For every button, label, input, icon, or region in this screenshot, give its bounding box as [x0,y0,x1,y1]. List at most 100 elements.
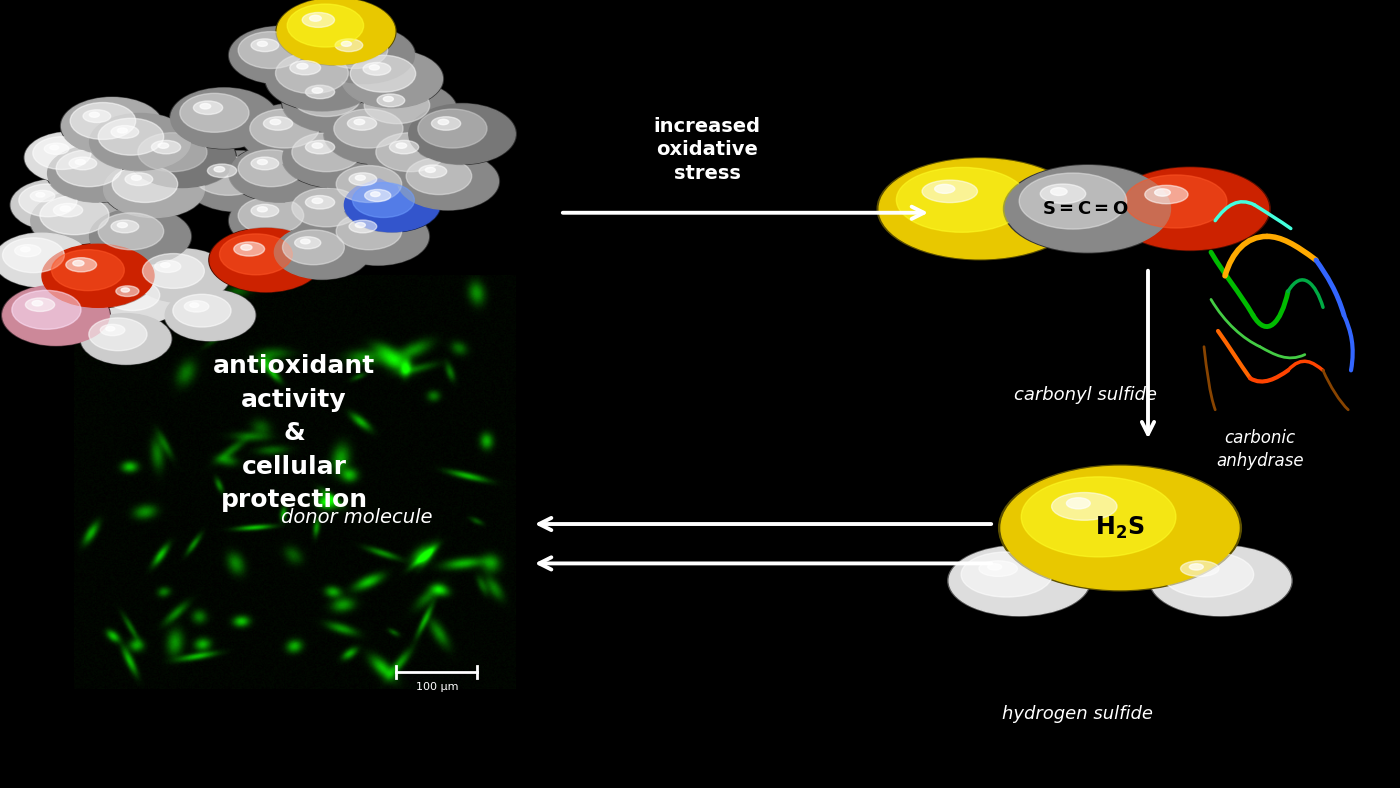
Ellipse shape [1050,188,1067,195]
Ellipse shape [1112,168,1268,250]
Ellipse shape [48,145,148,202]
Ellipse shape [238,197,304,234]
Ellipse shape [1145,185,1189,204]
Ellipse shape [60,206,70,211]
Ellipse shape [988,563,1002,570]
Ellipse shape [312,198,323,203]
Ellipse shape [209,228,323,292]
Ellipse shape [1040,184,1086,203]
Ellipse shape [69,157,97,170]
Ellipse shape [356,222,365,228]
Ellipse shape [347,117,377,130]
Ellipse shape [276,53,349,94]
Text: antioxidant
activity
&
cellular
protection: antioxidant activity & cellular protecti… [213,355,375,512]
Ellipse shape [45,143,69,154]
Ellipse shape [998,465,1242,591]
Ellipse shape [312,26,416,84]
Ellipse shape [11,180,101,230]
Ellipse shape [228,144,332,203]
Ellipse shape [328,161,428,217]
Ellipse shape [31,191,137,251]
Ellipse shape [76,159,85,165]
Ellipse shape [116,286,139,296]
Ellipse shape [328,208,428,265]
Ellipse shape [281,127,391,188]
Ellipse shape [66,258,97,272]
Ellipse shape [158,143,168,148]
Ellipse shape [322,32,388,69]
Ellipse shape [302,13,335,28]
Ellipse shape [249,109,319,148]
Ellipse shape [230,145,330,202]
Ellipse shape [228,26,332,84]
Ellipse shape [949,546,1089,615]
Ellipse shape [62,98,162,154]
Ellipse shape [118,222,127,228]
Ellipse shape [283,183,389,243]
Ellipse shape [294,236,321,249]
Ellipse shape [336,213,402,250]
Ellipse shape [73,260,84,266]
Ellipse shape [90,113,190,170]
Ellipse shape [88,207,192,266]
Ellipse shape [1180,561,1219,577]
Ellipse shape [104,161,204,217]
Ellipse shape [325,104,431,164]
Ellipse shape [41,243,155,308]
Ellipse shape [305,85,335,98]
Ellipse shape [241,244,252,251]
Ellipse shape [312,87,323,93]
Ellipse shape [42,244,154,307]
Ellipse shape [283,72,389,132]
Ellipse shape [101,325,125,336]
Ellipse shape [287,4,364,47]
Ellipse shape [297,63,308,69]
Ellipse shape [125,173,153,186]
Ellipse shape [151,140,181,154]
Ellipse shape [344,178,440,232]
Ellipse shape [241,104,347,164]
Ellipse shape [172,294,231,327]
Ellipse shape [239,103,349,165]
Ellipse shape [406,158,472,195]
Ellipse shape [291,77,361,117]
Ellipse shape [962,552,1053,597]
Ellipse shape [97,275,183,324]
Ellipse shape [349,173,377,186]
Ellipse shape [102,160,206,218]
Ellipse shape [143,254,204,288]
Ellipse shape [251,39,279,52]
Ellipse shape [309,15,322,21]
Ellipse shape [1149,545,1292,616]
Text: carbonyl sulfide: carbonyl sulfide [1014,386,1156,404]
Ellipse shape [161,262,171,267]
Ellipse shape [214,166,224,172]
Text: 100 μm: 100 μm [416,682,458,692]
Ellipse shape [1162,552,1254,597]
Ellipse shape [46,144,150,203]
Ellipse shape [228,191,332,250]
Ellipse shape [350,55,416,92]
Ellipse shape [353,183,414,217]
Ellipse shape [314,27,414,84]
Ellipse shape [1019,173,1127,229]
Ellipse shape [190,303,199,307]
Ellipse shape [291,188,361,227]
Ellipse shape [171,88,277,148]
Ellipse shape [426,167,435,173]
Ellipse shape [326,207,430,266]
Ellipse shape [1155,189,1170,196]
Ellipse shape [354,81,458,139]
Ellipse shape [14,244,41,257]
Ellipse shape [122,288,129,292]
Ellipse shape [396,143,407,148]
Ellipse shape [878,158,1082,260]
Ellipse shape [81,314,171,364]
Ellipse shape [935,184,955,193]
Ellipse shape [169,87,279,149]
Ellipse shape [98,213,164,250]
Ellipse shape [389,140,419,154]
Ellipse shape [129,128,235,188]
Ellipse shape [274,225,370,279]
Ellipse shape [291,132,361,172]
